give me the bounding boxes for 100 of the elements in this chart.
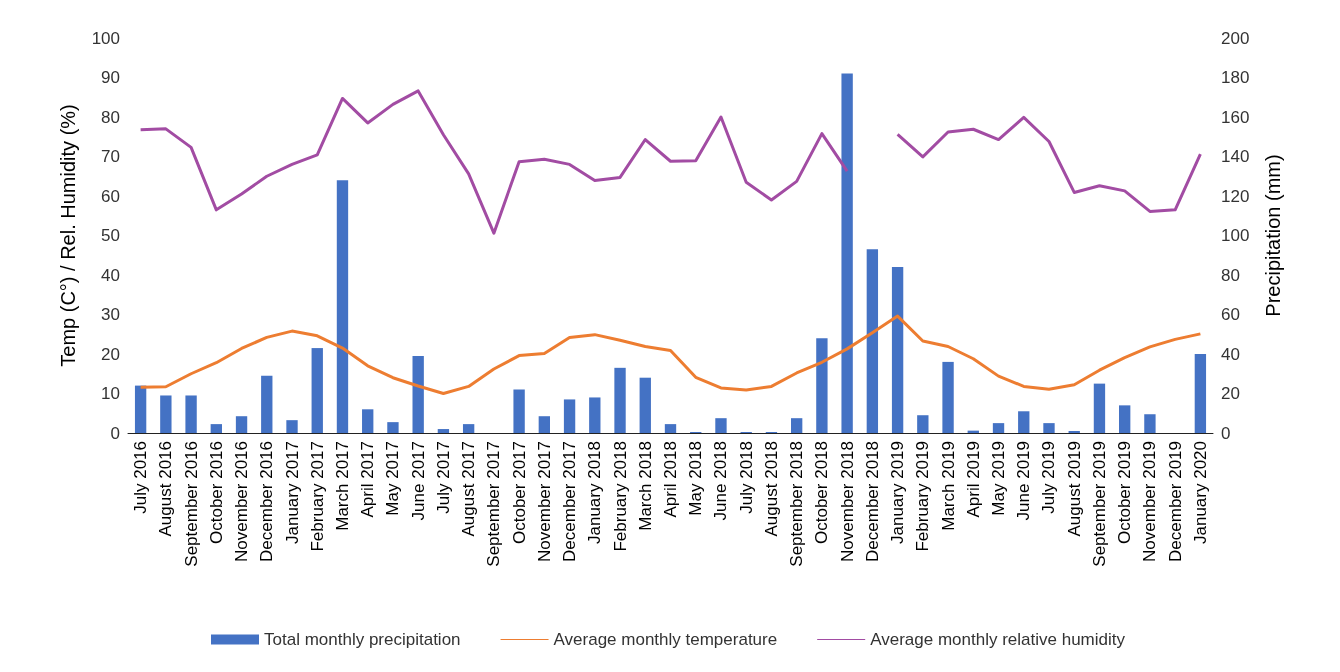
y-tick-label: 50 [101,226,120,245]
bar [1043,423,1055,433]
bar [185,395,197,433]
y2-tick-label: 0 [1221,423,1231,443]
x-tick-label: December 2018 [862,441,882,562]
x-tick-label: March 2019 [938,441,958,531]
y2-tick-label: 180 [1221,68,1250,87]
y-tick-label: 30 [101,305,120,324]
y2-tick-label: 140 [1221,147,1250,166]
bar [462,424,475,433]
y-tick-label: 40 [101,265,120,285]
x-tick-label: December 2017 [560,441,580,562]
bar [917,415,929,433]
x-tick-label: May 2019 [989,441,1009,516]
x-tick-label: May 2018 [686,441,706,516]
x-tick-label: June 2019 [1014,441,1034,521]
y-tick-label: 90 [101,68,120,87]
x-tick-label: July 2019 [1039,441,1059,514]
line-series [139,314,1202,395]
bar [1194,354,1207,433]
x-tick-label: April 2018 [661,441,680,518]
x-tick-label: November 2018 [837,441,857,562]
x-tick-label: January 2018 [585,441,605,545]
x-tick-label: September 2017 [484,441,504,567]
y2-tick-label: 20 [1221,384,1240,403]
bar [589,397,601,433]
legend-label: Average monthly relative humidity [870,630,1126,649]
x-tick-label: January 2019 [888,441,908,545]
x-tick-label: December 2016 [257,441,277,562]
y-tick-label: 0 [110,423,120,443]
x-tick-label: September 2016 [181,441,201,567]
bar [614,367,626,433]
x-tick-label: February 2019 [913,441,933,552]
x-tick-label: January 2020 [1190,441,1210,545]
x-tick-label: October 2016 [206,441,226,545]
bar [891,267,904,433]
bar [866,249,879,433]
bar [942,361,954,433]
y2-tick-label: 160 [1221,107,1250,127]
y2-tick-label: 100 [1221,226,1250,245]
bar [790,418,803,433]
bar [639,377,651,433]
bar [563,399,576,433]
bar [1119,405,1131,433]
y2-tick-label: 80 [1221,265,1240,285]
x-tick-label: September 2019 [1089,441,1109,567]
x-tick-label: July 2017 [433,441,453,514]
y2-tick-label: 40 [1221,344,1240,364]
y2-axis-title: Precipitation (mm) [1262,154,1284,317]
bar [261,375,273,433]
x-tick-label: October 2018 [812,441,832,545]
bar [412,355,424,433]
bar [1144,414,1156,433]
bar [538,416,551,433]
legend-label: Total monthly precipitation [264,630,461,649]
bar [336,180,349,433]
x-tick-label: November 2016 [232,441,252,562]
bar [160,395,172,433]
y-tick-label: 20 [101,344,120,364]
bar [210,424,222,433]
y2-tick-label: 200 [1221,28,1250,48]
y-axis-title: Temp (C°) / Rel. Humidity (%) [57,104,79,367]
x-tick-label: October 2017 [509,441,529,545]
x-tick-label: August 2017 [459,441,479,537]
bar [1018,411,1030,433]
x-tick-label: November 2017 [534,441,554,562]
x-tick-label: June 2017 [408,441,428,521]
bar [1093,383,1106,433]
x-tick-label: July 2018 [736,441,756,514]
y-tick-label: 80 [101,107,120,127]
x-tick-label: April 2019 [963,441,983,518]
y-tick-label: 70 [101,147,120,166]
bar [286,420,298,433]
x-tick-label: August 2018 [761,441,781,537]
x-tick-label: February 2017 [307,441,327,552]
bar [992,423,1005,433]
x-tick-label: June 2018 [711,441,731,521]
y2-tick-label: 120 [1221,186,1250,206]
bar [664,424,677,433]
bar [715,418,727,433]
x-tick-label: January 2017 [282,441,302,545]
x-tick-label: February 2018 [610,441,630,552]
x-tick-label: May 2017 [383,441,403,516]
x-tick-label: August 2019 [1064,441,1084,537]
x-tick-label: December 2019 [1165,441,1185,562]
y-tick-label: 100 [91,28,120,48]
bar [134,385,147,433]
bar [387,422,399,433]
bar [816,338,828,433]
x-tick-label: October 2019 [1115,441,1135,545]
x-tick-label: March 2017 [332,441,352,531]
y2-tick-label: 60 [1221,305,1240,324]
y-tick-label: 10 [101,384,120,403]
x-tick-label: April 2017 [358,441,378,518]
bar [235,416,248,433]
x-tick-label: July 2016 [131,441,151,514]
bar [311,348,323,433]
x-tick-label: November 2019 [1140,441,1160,562]
x-tick-label: September 2018 [787,441,807,567]
bar [513,389,525,433]
